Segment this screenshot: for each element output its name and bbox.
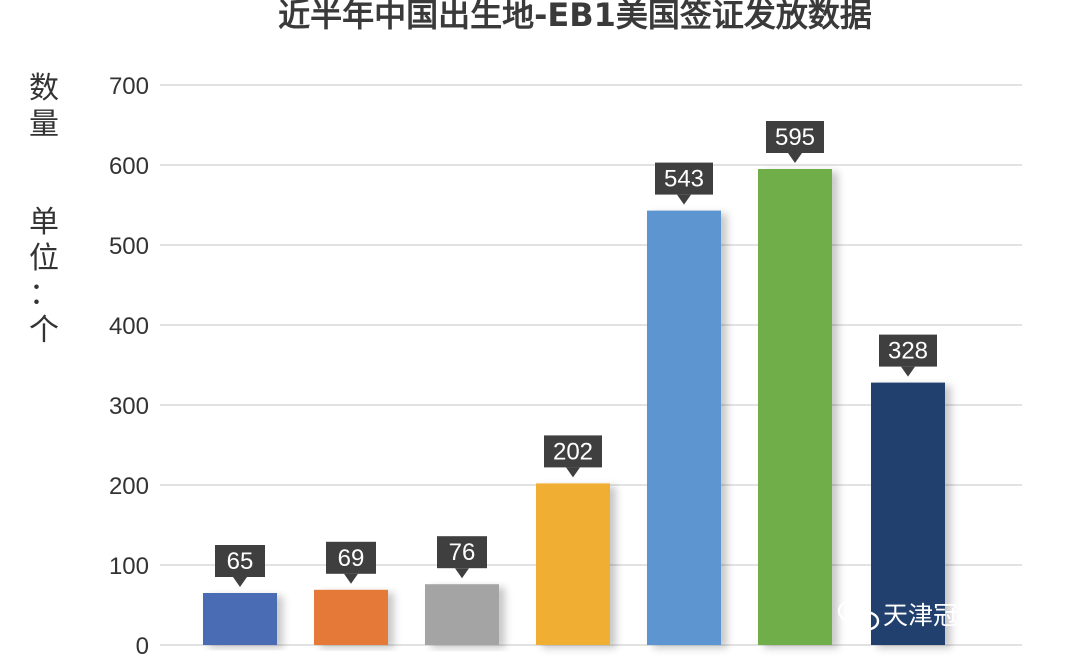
y-tick-label: 100: [109, 553, 149, 580]
callout-pointer: [788, 153, 802, 163]
callout-box: [326, 541, 376, 574]
y-tick-label: 700: [109, 73, 149, 100]
y-axis-label-char: 位: [29, 241, 59, 276]
bar: [647, 210, 721, 645]
callout-box: [544, 435, 602, 468]
y-axis-label-char: 数: [29, 71, 59, 106]
bar: [314, 589, 388, 645]
data-label-callout: 595: [766, 121, 824, 163]
wechat-icon: [837, 599, 880, 631]
callout-pointer: [455, 568, 469, 579]
callout-pointer: [901, 366, 915, 377]
bars: [203, 169, 945, 645]
callout-box: [215, 545, 265, 577]
y-axis-label-char: 个: [29, 313, 59, 348]
callout-box: [437, 536, 487, 569]
data-label: 543: [664, 166, 704, 193]
data-label-callout: 543: [655, 162, 713, 205]
y-axis-label-char: 单: [29, 205, 59, 240]
bar: [758, 169, 832, 645]
data-label-callout: 328: [879, 334, 937, 377]
bar: [425, 584, 499, 645]
data-label-callout: 76: [437, 536, 487, 579]
y-tick-label: 200: [109, 473, 149, 500]
y-tick-label: 300: [109, 393, 149, 420]
bar: [203, 593, 277, 645]
data-label: 328: [888, 338, 928, 365]
y-tick-label: 500: [109, 233, 149, 260]
y-tick-label: 600: [109, 153, 149, 180]
callout-pointer: [344, 573, 358, 584]
watermark-right-text: 天津冠桥移民: [883, 601, 1033, 630]
y-tick-label: 400: [109, 313, 149, 340]
callout-pointer: [566, 467, 580, 478]
data-label-callout: 65: [215, 545, 265, 587]
callout-box: [879, 334, 937, 367]
bar: [871, 382, 945, 645]
callout-box: [655, 162, 713, 195]
y-tick-label: 0: [136, 633, 149, 660]
data-label: 202: [553, 438, 593, 465]
data-label: 69: [338, 545, 365, 572]
data-label: 595: [775, 124, 815, 151]
watermark-left-text: 大数跨境: [48, 629, 136, 654]
y-axis-ticks: 0 100 200 300 400 500 600 700: [109, 73, 149, 660]
callout-pointer: [677, 194, 691, 205]
data-label-callout: 202: [544, 435, 602, 478]
watermark-right: 天津冠桥移民: [837, 599, 1033, 631]
data-labels: 65 69 76 202 543 595 328: [215, 121, 937, 587]
data-label: 76: [449, 539, 476, 566]
watermark-left: 大数跨境: [10, 629, 136, 654]
callout-pointer: [233, 577, 247, 587]
chart-title: 近半年中国出生地-EB1美国签证发放数据: [278, 0, 872, 34]
callout-box: [766, 121, 824, 153]
data-label-callout: 69: [326, 541, 376, 584]
weibo-icon: [10, 629, 35, 647]
data-label: 65: [227, 548, 254, 575]
y-axis-label-char: ：: [29, 277, 59, 312]
bar: [536, 483, 610, 645]
y-axis-label-char: 量: [29, 107, 59, 142]
